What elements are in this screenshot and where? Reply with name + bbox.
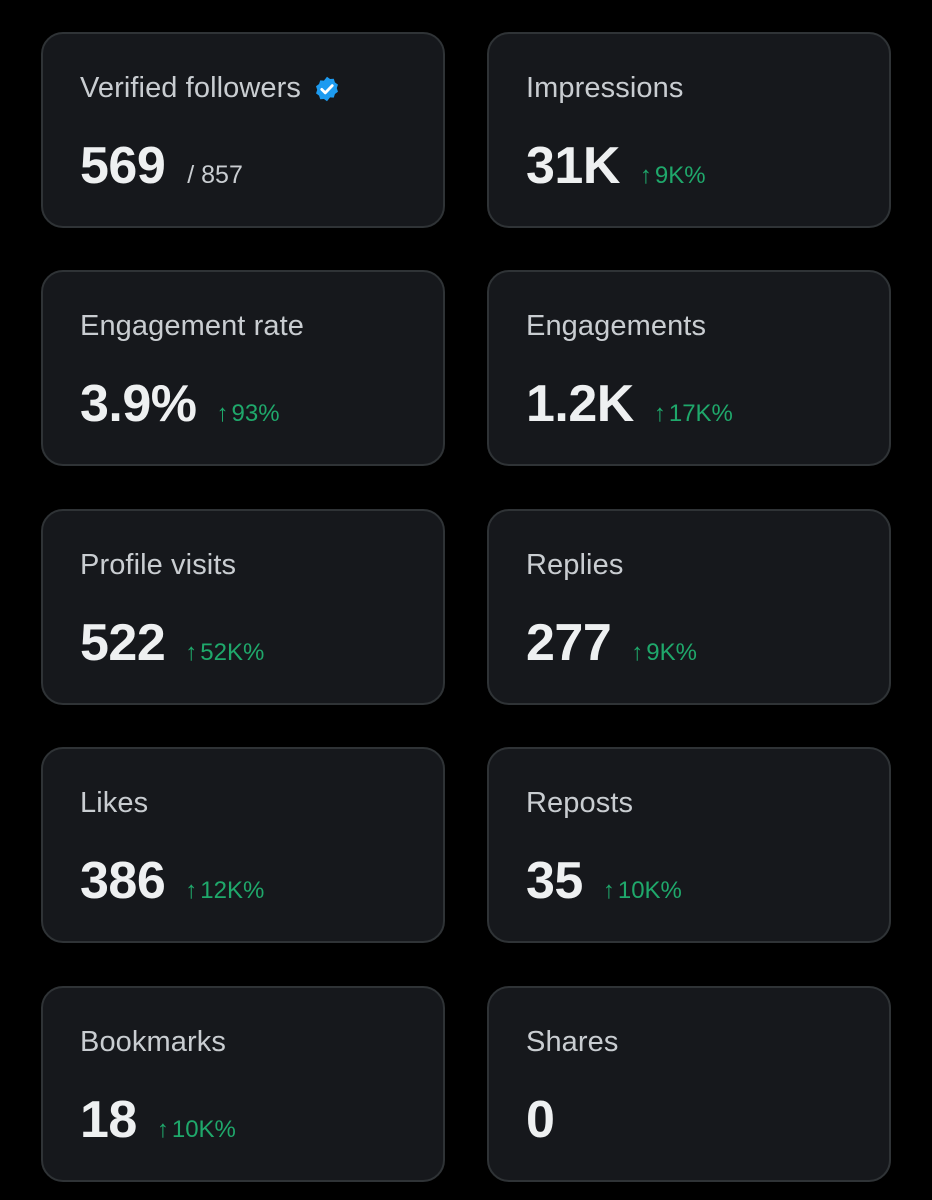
- metric-label: Engagements: [526, 310, 707, 342]
- metric-change-value: 52K%: [200, 639, 265, 666]
- metric-value-row: 386 ↑ 12K%: [80, 851, 264, 911]
- metric-change: ↑ 17K%: [654, 400, 733, 428]
- metric-label: Likes: [80, 787, 149, 819]
- metric-label: Replies: [526, 549, 624, 581]
- metric-label: Bookmarks: [80, 1026, 226, 1058]
- metric-change: ↑ 93%: [217, 400, 280, 428]
- metric-value-row: 277 ↑ 9K%: [526, 613, 697, 673]
- metric-card-profile-visits[interactable]: Profile visits 522 ↑ 52K%: [41, 509, 445, 705]
- metric-change: ↑ 9K%: [640, 162, 706, 190]
- metric-value: 35: [526, 852, 583, 910]
- metric-value: 31K: [526, 137, 620, 195]
- metric-change-value: 10K%: [171, 1116, 236, 1143]
- metric-change-value: 9K%: [654, 162, 706, 189]
- metric-card-shares[interactable]: Shares 0: [487, 986, 891, 1182]
- metric-change-value: 93%: [231, 400, 280, 427]
- metric-value-row: 31K ↑ 9K%: [526, 136, 706, 196]
- metric-card-replies[interactable]: Replies 277 ↑ 9K%: [487, 509, 891, 705]
- metric-value: 1.2K: [526, 375, 634, 433]
- metric-label: Verified followers: [80, 72, 302, 104]
- metric-value: 0: [526, 1091, 555, 1149]
- metric-value: 18: [80, 1091, 137, 1149]
- up-arrow-icon: ↑: [653, 400, 666, 427]
- metric-change: ↑ 12K%: [185, 877, 264, 905]
- metric-value-row: 0: [526, 1090, 555, 1150]
- metric-label: Impressions: [526, 72, 684, 104]
- metric-label: Profile visits: [80, 549, 237, 581]
- metric-change: ↑ 52K%: [185, 639, 264, 667]
- metric-value-row: 18 ↑ 10K%: [80, 1090, 236, 1150]
- metric-value: 386: [80, 852, 166, 910]
- metric-change-value: 9K%: [646, 639, 697, 666]
- metric-value-row: 569 / 857: [80, 136, 243, 196]
- metric-value: 3.9%: [80, 375, 197, 433]
- metric-label: Engagement rate: [80, 310, 304, 342]
- up-arrow-icon: ↑: [639, 162, 652, 189]
- metric-label-wrap: Verified followers: [80, 72, 341, 105]
- metric-total: / 857: [187, 161, 243, 189]
- metric-label: Shares: [526, 1026, 619, 1058]
- up-arrow-icon: ↑: [602, 877, 615, 904]
- metric-value: 522: [80, 614, 166, 672]
- verified-badge-icon: [313, 75, 341, 103]
- metric-change-value: 12K%: [200, 877, 265, 904]
- metric-change: ↑ 10K%: [157, 1116, 236, 1144]
- up-arrow-icon: ↑: [156, 1116, 169, 1143]
- metric-card-verified-followers[interactable]: Verified followers 569 / 857: [41, 32, 445, 228]
- up-arrow-icon: ↑: [631, 639, 644, 666]
- up-arrow-icon: ↑: [216, 400, 229, 427]
- metric-card-engagement-rate[interactable]: Engagement rate 3.9% ↑ 93%: [41, 270, 445, 466]
- metric-value-row: 1.2K ↑ 17K%: [526, 374, 733, 434]
- metric-card-likes[interactable]: Likes 386 ↑ 12K%: [41, 747, 445, 943]
- metric-card-bookmarks[interactable]: Bookmarks 18 ↑ 10K%: [41, 986, 445, 1182]
- metric-card-reposts[interactable]: Reposts 35 ↑ 10K%: [487, 747, 891, 943]
- metric-label: Reposts: [526, 787, 634, 819]
- metric-value: 277: [526, 614, 612, 672]
- metric-change-value: 17K%: [668, 400, 733, 427]
- metric-change: ↑ 10K%: [603, 877, 682, 905]
- metric-card-impressions[interactable]: Impressions 31K ↑ 9K%: [487, 32, 891, 228]
- up-arrow-icon: ↑: [185, 877, 198, 904]
- metric-card-engagements[interactable]: Engagements 1.2K ↑ 17K%: [487, 270, 891, 466]
- metric-change: ↑ 9K%: [631, 639, 697, 667]
- metric-value: 569: [80, 137, 166, 195]
- metric-value-row: 3.9% ↑ 93%: [80, 374, 280, 434]
- up-arrow-icon: ↑: [185, 639, 198, 666]
- metric-value-row: 35 ↑ 10K%: [526, 851, 682, 911]
- metric-change-value: 10K%: [617, 877, 682, 904]
- metric-value-row: 522 ↑ 52K%: [80, 613, 264, 673]
